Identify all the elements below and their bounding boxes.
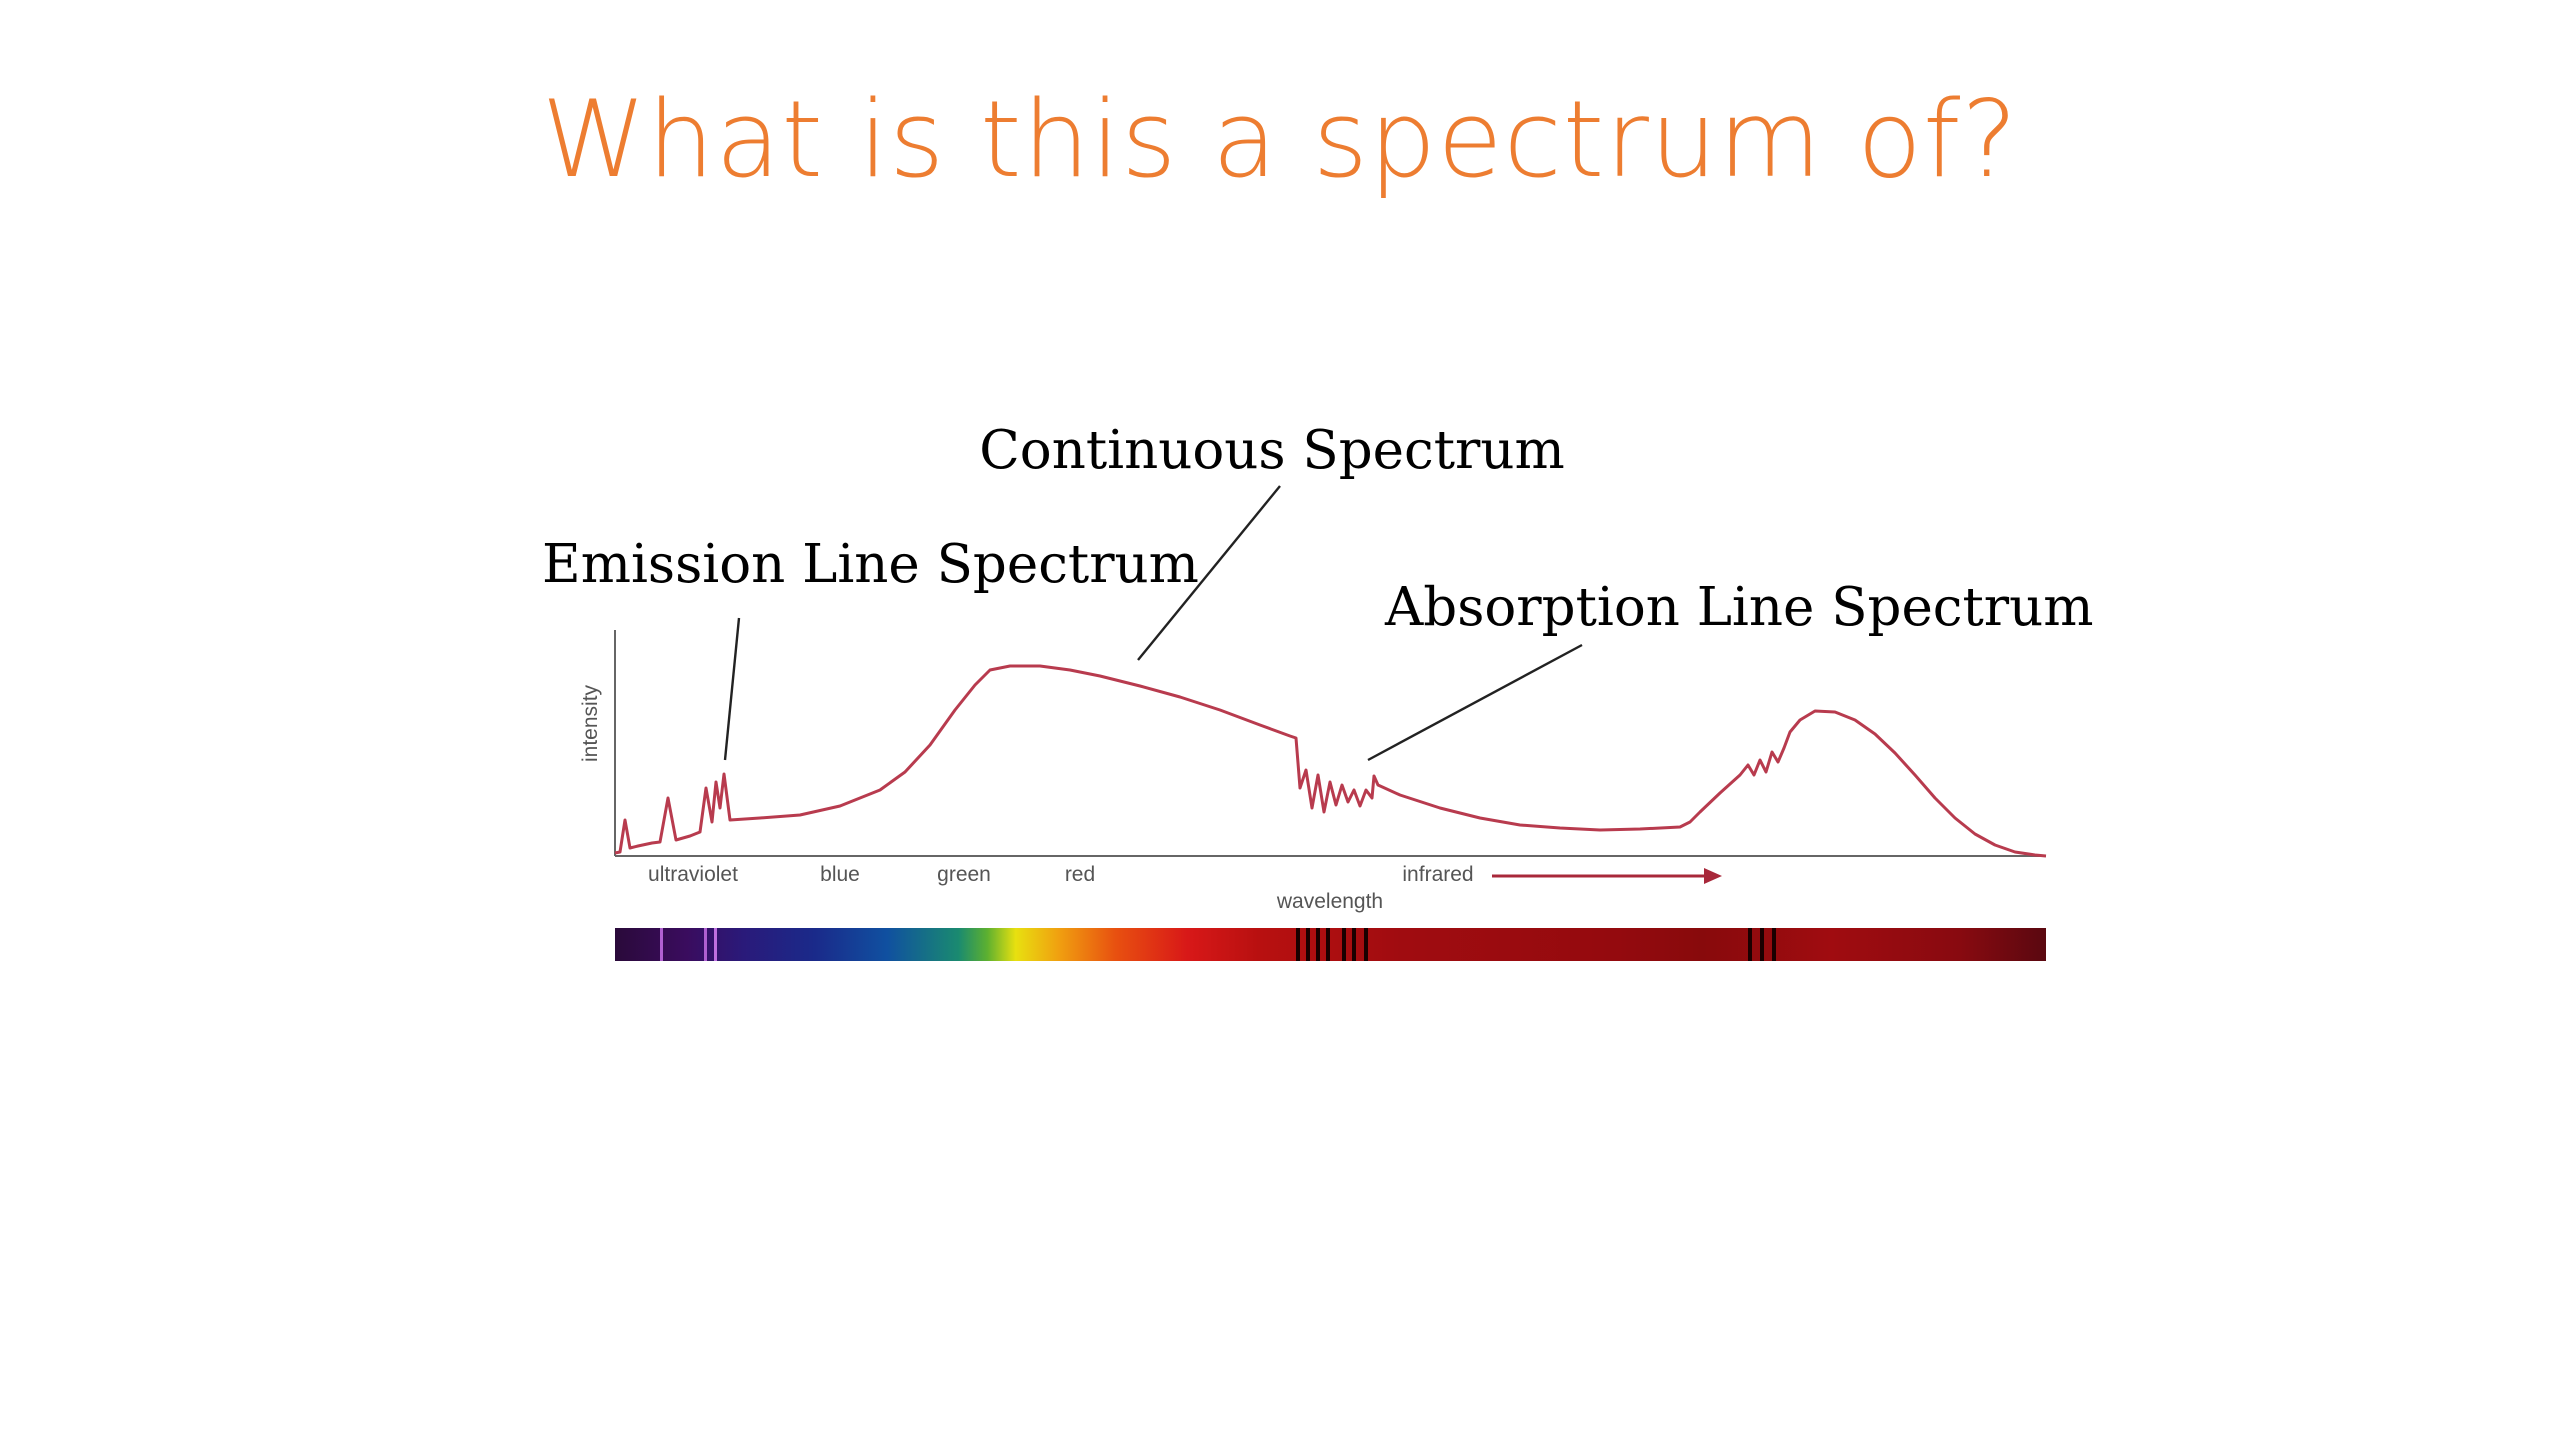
absorption-line-spectrum-label: Absorption Line Spectrum (1384, 577, 2094, 638)
spectrum-curve (614, 664, 2047, 858)
y-axis-label: intensity (579, 684, 602, 762)
emission-leader-line (723, 617, 741, 761)
emission-line-spectrum-label: Emission Line Spectrum (542, 534, 1199, 595)
slide-title: What is this a spectrum of? (541, 78, 2019, 201)
region-label-ultraviolet: ultraviolet (648, 863, 738, 886)
spectrum-color-band (615, 928, 2046, 961)
region-label-infrared: infrared (1402, 863, 1473, 886)
continuous-leader-line (1137, 485, 1281, 661)
emission-lines-band (660, 928, 717, 961)
infrared-arrow-head (1704, 868, 1722, 884)
continuous-spectrum-label: Continuous Spectrum (979, 420, 1565, 481)
region-label-green: green (937, 863, 991, 886)
region-label-red: red (1065, 863, 1095, 886)
absorption-leader-line (1367, 643, 1583, 762)
region-label-blue: blue (820, 863, 860, 886)
x-axis-label: wavelength (1276, 890, 1383, 913)
absorption-lines-band (1296, 928, 1776, 961)
